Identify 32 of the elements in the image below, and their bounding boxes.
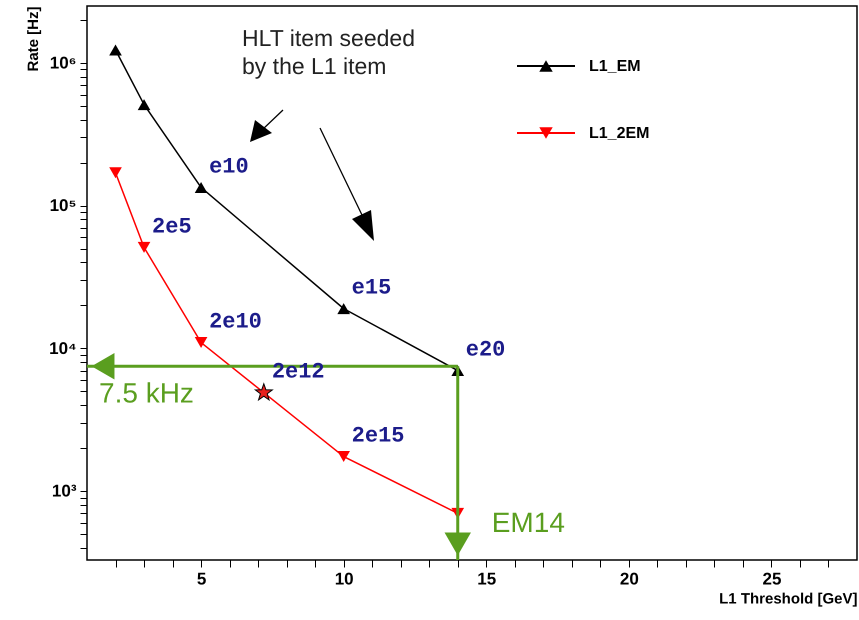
ref-line-label: 7.5 kHz (99, 377, 194, 408)
point (194, 337, 208, 348)
point (138, 242, 150, 253)
point (109, 167, 122, 178)
annotation: 2e5 (152, 214, 192, 240)
x-tick-label: 25 (762, 570, 782, 588)
x-tick-label: 15 (477, 570, 496, 588)
annotation: 2e12 (272, 360, 325, 385)
x-tick-label: 20 (620, 570, 639, 588)
y-axis-title: Rate [Hz] (25, 6, 42, 72)
annotation: 2e10 (209, 310, 262, 335)
point (109, 44, 122, 56)
x-axis-title: L1 Threshold [GeV] (719, 590, 858, 608)
point (138, 99, 150, 110)
x-tick-label: 5 (196, 570, 206, 588)
annotation: e10 (209, 154, 249, 180)
point (337, 303, 350, 314)
y-tick-label: 10⁵ (50, 196, 76, 216)
y-tick-label: 10³ (52, 482, 77, 501)
annotation: 2e15 (352, 424, 404, 449)
point (337, 451, 350, 462)
annotation: e20 (466, 338, 506, 363)
annotation: HLT item seeded by the L1 item (242, 25, 416, 79)
point (194, 182, 208, 193)
legend-label: L1_2EM (589, 125, 650, 142)
x-tick-label: 10 (334, 570, 354, 588)
y-tick-label: 10⁴ (49, 338, 76, 358)
point (254, 383, 273, 400)
y-tick-label: 10⁶ (50, 53, 76, 72)
legend-label: L1_EM (589, 58, 641, 75)
annotation: e15 (352, 276, 392, 301)
ref-line-label: EM14 (492, 507, 565, 538)
